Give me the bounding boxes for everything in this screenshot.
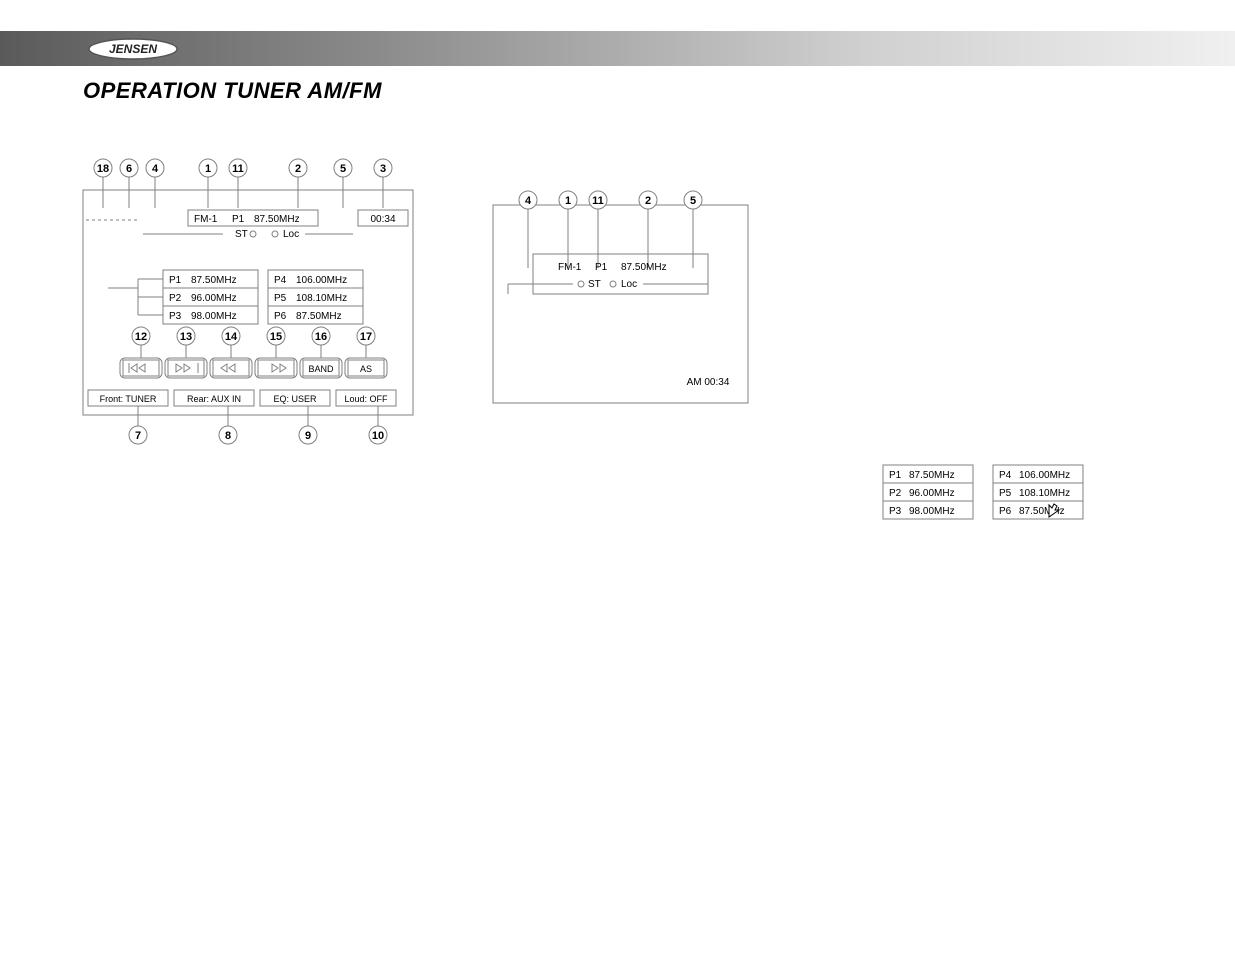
preset-p: P1 bbox=[169, 275, 182, 286]
callout-number: 14 bbox=[225, 331, 238, 343]
preset-p: P3 bbox=[889, 506, 902, 517]
preset-p: P2 bbox=[889, 488, 902, 499]
preset-f: 87.50MHz bbox=[191, 275, 237, 286]
callout-number: 10 bbox=[372, 430, 384, 442]
callout-number: 5 bbox=[690, 195, 696, 207]
callout-number: 4 bbox=[152, 163, 159, 175]
preset-p: P5 bbox=[274, 293, 287, 304]
preset-f: 87.50MHz bbox=[909, 470, 955, 481]
preset-p: P1 bbox=[889, 470, 902, 481]
button-label: AS bbox=[360, 364, 372, 374]
freq-label: 87.50MHz bbox=[254, 214, 300, 225]
callout-number: 8 bbox=[225, 430, 231, 442]
preset-f: 106.00MHz bbox=[1019, 470, 1070, 481]
loc-label: Loc bbox=[283, 229, 299, 240]
preset-f: 108.10MHz bbox=[296, 293, 347, 304]
st-label: ST bbox=[235, 229, 248, 240]
preset-label: P1 bbox=[595, 262, 608, 273]
callout-number: 4 bbox=[525, 195, 532, 207]
callout-number: 17 bbox=[360, 331, 372, 343]
status-label: EQ: USER bbox=[273, 394, 317, 404]
diagram-main-tuner: 1864111253FM-1P187.50MHz00:34STLocP187.5… bbox=[83, 159, 413, 444]
diagram-area: 1864111253FM-1P187.50MHz00:34STLocP187.5… bbox=[83, 150, 1133, 585]
callout-number: 2 bbox=[645, 195, 651, 207]
band-label: FM-1 bbox=[558, 262, 582, 273]
preset-f: 96.00MHz bbox=[909, 488, 955, 499]
callout-number: 3 bbox=[380, 163, 386, 175]
callout-number: 6 bbox=[126, 163, 132, 175]
jensen-logo: JENSEN bbox=[88, 38, 178, 60]
callout-number: 12 bbox=[135, 331, 147, 343]
button-label: BAND bbox=[308, 364, 334, 374]
preset-f: 87.50MHz bbox=[296, 311, 342, 322]
callout-number: 11 bbox=[592, 195, 604, 207]
status-label: Rear: AUX IN bbox=[187, 394, 241, 404]
freq-label: 87.50MHz bbox=[621, 262, 667, 273]
svg-text:JENSEN: JENSEN bbox=[109, 42, 157, 56]
callout-number: 13 bbox=[180, 331, 192, 343]
status-label: Loud: OFF bbox=[344, 394, 388, 404]
preset-f: 87.50MHz bbox=[1019, 506, 1065, 517]
callout-number: 15 bbox=[270, 331, 282, 343]
preset-p: P6 bbox=[274, 311, 287, 322]
band-label: FM-1 bbox=[194, 214, 218, 225]
callout-number: 2 bbox=[295, 163, 301, 175]
loc-label: Loc bbox=[621, 279, 637, 290]
header-bar bbox=[0, 31, 1235, 66]
time-label: AM 00:34 bbox=[687, 377, 730, 388]
preset-f: 96.00MHz bbox=[191, 293, 237, 304]
callout-number: 1 bbox=[565, 195, 571, 207]
callout-number: 16 bbox=[315, 331, 327, 343]
preset-p: P2 bbox=[169, 293, 182, 304]
callout-number: 9 bbox=[305, 430, 311, 442]
preset-p: P6 bbox=[999, 506, 1012, 517]
callout-number: 5 bbox=[340, 163, 346, 175]
page-title: OPERATION TUNER AM/FM bbox=[83, 78, 382, 104]
time-label: 00:34 bbox=[370, 214, 395, 225]
callout-number: 18 bbox=[97, 163, 109, 175]
st-label: ST bbox=[588, 279, 601, 290]
diagram-sub-tuner: 411125FM-1P187.50MHzSTLocAM 00:34 bbox=[493, 191, 748, 403]
preset-float: P1 87.50MHz P2 96.00MHz P3 98.00MHz P4 106.00MH… bbox=[883, 465, 1083, 519]
preset-f: 98.00MHz bbox=[191, 311, 237, 322]
status-label: Front: TUNER bbox=[100, 394, 157, 404]
callout-number: 11 bbox=[232, 163, 244, 175]
preset-p: P5 bbox=[999, 488, 1012, 499]
preset-f: 108.10MHz bbox=[1019, 488, 1070, 499]
preset-p: P4 bbox=[999, 470, 1012, 481]
preset-label: P1 bbox=[232, 214, 245, 225]
preset-p: P4 bbox=[274, 275, 287, 286]
preset-f: 98.00MHz bbox=[909, 506, 955, 517]
preset-p: P3 bbox=[169, 311, 182, 322]
callout-number: 1 bbox=[205, 163, 211, 175]
preset-f: 106.00MHz bbox=[296, 275, 347, 286]
topbar bbox=[0, 0, 1235, 31]
callout-number: 7 bbox=[135, 430, 141, 442]
